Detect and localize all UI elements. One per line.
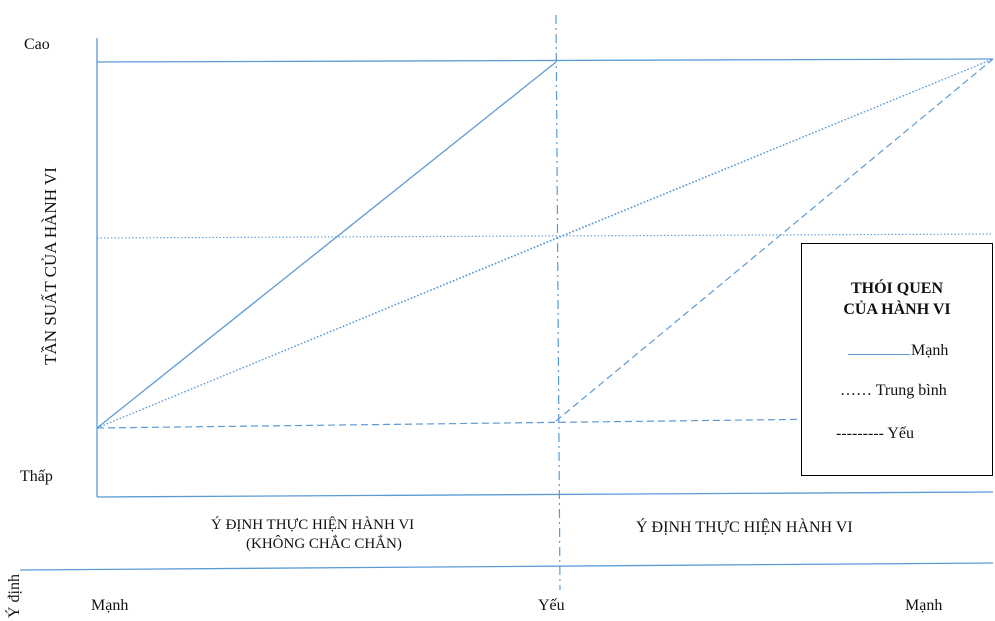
left-section-label-line2: (KHÔNG CHẮC CHẮN) bbox=[246, 536, 402, 552]
y-bottom-label: Thấp bbox=[20, 468, 53, 485]
weak-habit-line-2 bbox=[555, 58, 994, 422]
medium-habit-line-3 bbox=[96, 58, 994, 429]
legend-title: THÓI QUEN CỦA HÀNH VI bbox=[802, 278, 992, 320]
medium-habit-line-1 bbox=[96, 237, 557, 429]
medium-reference-line bbox=[96, 233, 994, 239]
center-divider bbox=[555, 14, 561, 591]
bottom-axis-line bbox=[96, 491, 994, 498]
intent-right-label: Mạnh bbox=[905, 597, 943, 614]
weak-habit-line-1 bbox=[96, 416, 994, 429]
legend-item-strong: Mạnh bbox=[848, 342, 948, 360]
intent-axis-title: Ý định bbox=[6, 574, 23, 618]
intent-middle-label: Yếu bbox=[538, 597, 565, 614]
legend-item-medium-prefix: …… bbox=[840, 382, 872, 399]
y-axis-title: TẦN SUẤT CỦA HÀNH VI bbox=[41, 167, 60, 365]
top-border-line bbox=[96, 58, 994, 63]
legend-item-medium: …… Trung bình bbox=[840, 382, 947, 400]
legend-item-weak: --------- Yếu bbox=[836, 425, 914, 443]
intent-axis-line bbox=[19, 562, 994, 571]
legend-item-strong-label: Mạnh bbox=[911, 342, 949, 359]
right-section-label: Ý ĐỊNH THỰC HIỆN HÀNH VI bbox=[636, 519, 853, 536]
legend-title-line2: CỦA HÀNH VI bbox=[843, 301, 951, 318]
strong-habit-line-left bbox=[96, 61, 557, 429]
legend-item-weak-prefix: --------- bbox=[836, 425, 884, 442]
legend-solid-sample bbox=[848, 353, 910, 355]
legend-title-line1: THÓI QUEN bbox=[850, 280, 943, 297]
left-section-label-line1: Ý ĐỊNH THỰC HIỆN HÀNH VI bbox=[211, 517, 415, 533]
y-top-label: Cao bbox=[24, 36, 50, 53]
legend-box: THÓI QUEN CỦA HÀNH VI Mạnh …… Trung bình… bbox=[801, 243, 993, 476]
intent-left-label: Mạnh bbox=[91, 597, 129, 614]
legend-item-weak-label: Yếu bbox=[887, 425, 915, 442]
legend-item-medium-label: Trung bình bbox=[875, 382, 947, 399]
